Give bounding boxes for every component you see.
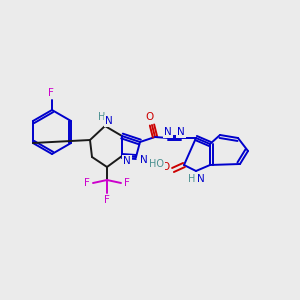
Text: HO: HO [149,159,164,169]
Text: N: N [177,127,185,137]
Text: H: H [188,174,196,184]
Text: N: N [105,116,113,126]
Text: O: O [146,112,154,122]
Text: F: F [48,88,54,98]
Text: O: O [161,162,169,172]
Text: F: F [104,195,110,205]
Text: N: N [164,127,172,137]
Text: F: F [84,178,90,188]
Text: N: N [123,156,131,166]
Text: F: F [124,178,130,188]
Text: N: N [140,155,148,165]
Text: N: N [197,174,205,184]
Text: H: H [98,112,106,122]
